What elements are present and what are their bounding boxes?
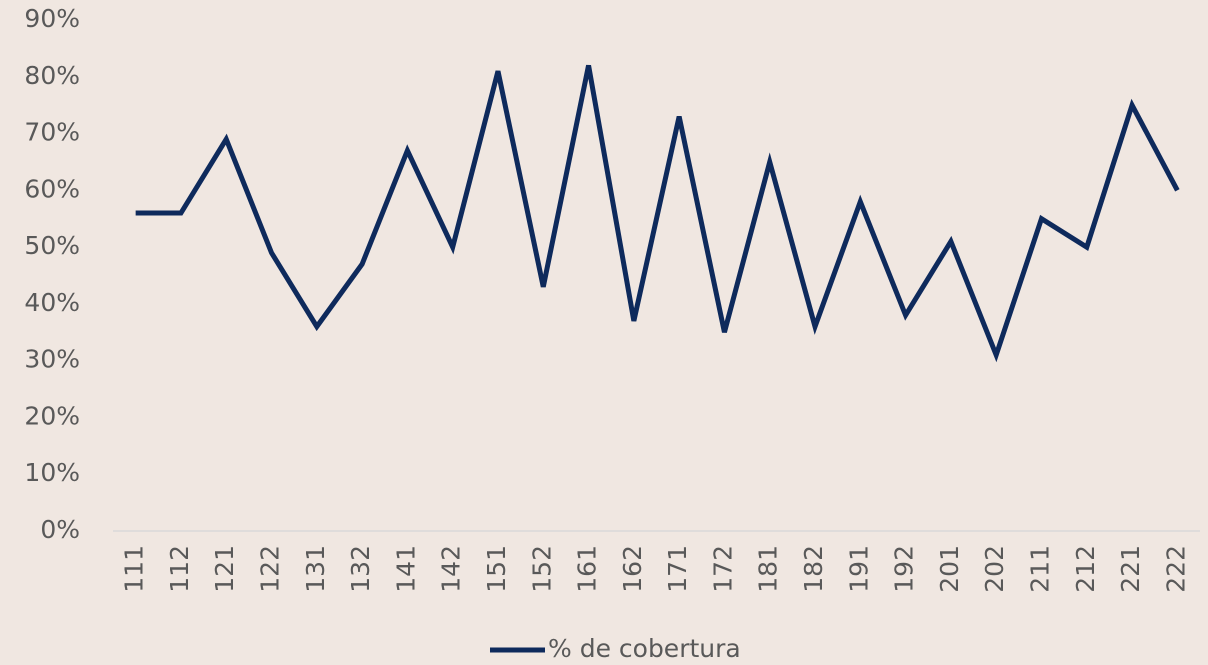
y-tick-label: 10% [24, 458, 80, 487]
x-tick-label: 192 [890, 545, 919, 593]
x-tick-label: 151 [482, 545, 511, 593]
x-tick-label: 221 [1116, 545, 1145, 593]
x-tick-label: 122 [256, 545, 285, 593]
x-tick-label: 211 [1025, 545, 1054, 593]
x-tick-label: 172 [708, 545, 737, 593]
x-tick-label: 202 [980, 545, 1009, 593]
x-tick-label: 152 [527, 545, 556, 593]
y-tick-label: 0% [40, 515, 80, 544]
y-tick-label: 20% [24, 401, 80, 430]
x-tick-label: 181 [754, 545, 783, 593]
x-tick-label: 182 [799, 545, 828, 593]
x-tick-label: 112 [165, 545, 194, 593]
x-tick-label: 131 [301, 545, 330, 593]
x-tick-label: 212 [1071, 545, 1100, 593]
y-tick-label: 70% [24, 118, 80, 147]
x-tick-label: 132 [346, 545, 375, 593]
x-tick-label: 191 [844, 545, 873, 593]
x-tick-label: 111 [120, 545, 149, 593]
x-tick-label: 201 [935, 545, 964, 593]
x-tick-label: 222 [1161, 545, 1190, 593]
line-series [135, 64, 1180, 363]
x-tick-label: 121 [210, 545, 239, 593]
y-tick-label: 60% [24, 174, 80, 203]
x-tick-label: 161 [573, 545, 602, 593]
y-tick-label: 40% [24, 288, 80, 317]
x-tick-label: 142 [437, 545, 466, 593]
x-tick-label: 162 [618, 545, 647, 593]
x-tick-label: 171 [663, 545, 692, 593]
x-tick-label: 141 [391, 545, 420, 593]
y-tick-label: 90% [24, 4, 80, 33]
y-tick-label: 50% [24, 231, 80, 260]
y-tick-label: 80% [24, 61, 80, 90]
legend-label: % de cobertura [548, 634, 741, 663]
y-tick-label: 30% [24, 345, 80, 374]
